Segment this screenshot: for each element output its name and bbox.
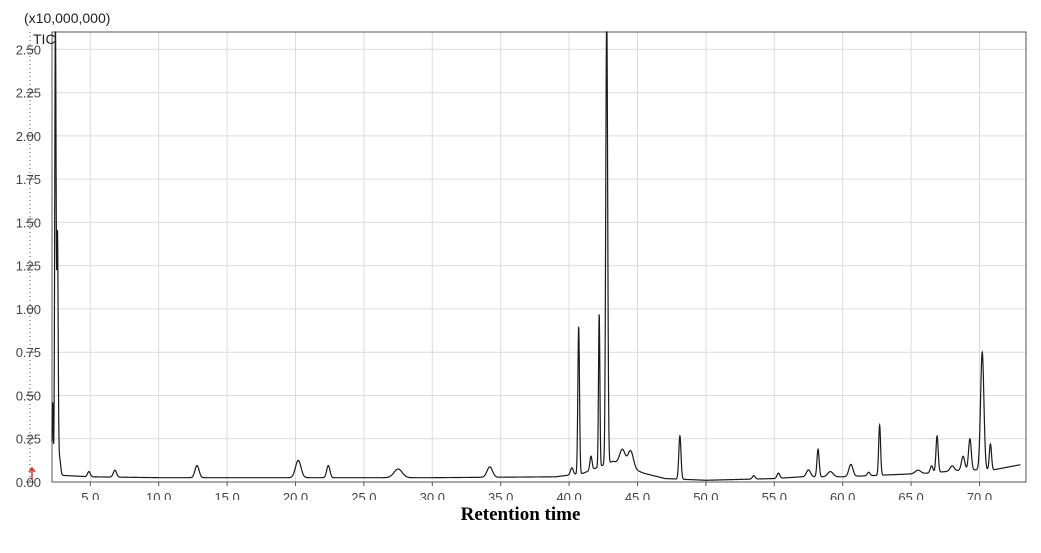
x-tick-label: 60.0 (830, 490, 855, 500)
y-tick-label: 2.25 (16, 86, 41, 101)
x-tick-label: 40.0 (556, 490, 581, 500)
y-tick-label: 0.25 (16, 432, 41, 447)
x-tick-label: 65.0 (898, 490, 923, 500)
x-tick-label: 25.0 (351, 490, 376, 500)
x-tick-label: 20.0 (283, 490, 308, 500)
y-tick-label: 2.50 (16, 42, 41, 57)
y-tick-label: 1.00 (16, 302, 41, 317)
x-tick-label: 5.0 (81, 490, 99, 500)
x-tick-label: 15.0 (214, 490, 239, 500)
chromatogram-chart: (x10,000,000) 0.00 0.25 0.50 0.75 1.00 1.25 1.… (16, 10, 1027, 500)
x-tick-label: 45.0 (625, 490, 650, 500)
y-tick-label: 2.00 (16, 129, 41, 144)
y-tick-label: 1.50 (16, 215, 41, 230)
x-tick-label: 55.0 (762, 490, 787, 500)
origin-marker-icon (28, 466, 36, 480)
y-scale-multiplier: (x10,000,000) (24, 10, 110, 26)
x-tick-label: 70.0 (967, 490, 992, 500)
x-tick-label: 35.0 (488, 490, 513, 500)
tic-trace (51, 31, 1021, 481)
y-tick-label: 0.00 (16, 475, 41, 490)
x-tick-label: 10.0 (146, 490, 171, 500)
x-tick-label: 50.0 (693, 490, 718, 500)
y-tick-label: 1.25 (16, 259, 41, 274)
y-tick-label: 1.75 (16, 172, 41, 187)
x-tick-label: 30.0 (420, 490, 445, 500)
plot-frame (51, 31, 1027, 483)
x-axis-title: Retention time (460, 504, 581, 525)
x-axis-ticks: 5.0 10.0 15.0 20.0 25.0 30.0 35.0 40.0 45.0 50.0 5… (81, 482, 992, 500)
grid-lines (52, 32, 1026, 482)
y-tick-label: 0.75 (16, 345, 41, 360)
y-axis-ticks: 0.00 0.25 0.50 0.75 1.00 1.25 1.50 1.75 2.00 2.25… (16, 42, 41, 490)
series-label-tic: TIC (33, 31, 56, 47)
y-tick-label: 0.50 (16, 388, 41, 403)
